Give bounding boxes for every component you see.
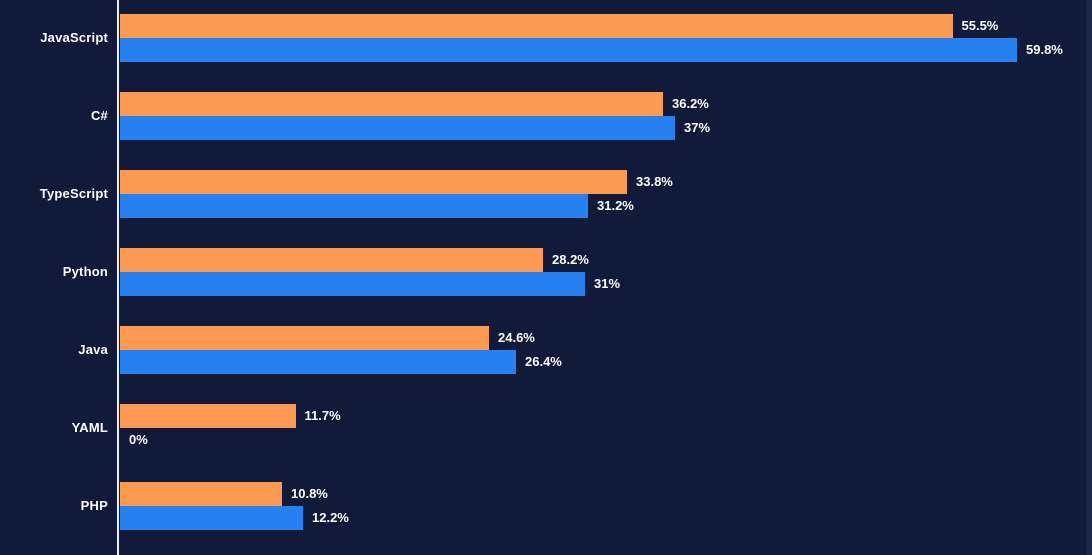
bar-series-2-java[interactable] (120, 350, 516, 374)
category-label: JavaScript (40, 30, 108, 45)
value-label: 26.4% (525, 354, 562, 369)
bar-series-1-typescript[interactable] (120, 170, 627, 194)
bar-series-2-typescript[interactable] (120, 194, 588, 218)
value-label: 31.2% (597, 198, 634, 213)
value-label: 0% (129, 432, 148, 447)
value-label: 36.2% (672, 96, 709, 111)
category-label: YAML (71, 420, 108, 435)
value-label: 12.2% (312, 510, 349, 525)
category-label: Java (78, 342, 108, 357)
bar-series-1-java[interactable] (120, 326, 489, 350)
category-label: TypeScript (39, 186, 108, 201)
value-label: 31% (594, 276, 621, 291)
y-axis-line (117, 0, 119, 555)
bar-series-1-php[interactable] (120, 482, 282, 506)
value-label: 33.8% (636, 174, 673, 189)
bar-series-1-python[interactable] (120, 248, 543, 272)
value-label: 59.8% (1026, 42, 1063, 57)
right-edge-strip (1086, 0, 1092, 555)
bar-series-2-python[interactable] (120, 272, 585, 296)
value-label: 11.7% (304, 408, 341, 423)
category-label: C# (90, 108, 108, 123)
bar-series-1-yaml[interactable] (120, 404, 296, 428)
value-label: 55.5% (961, 18, 999, 33)
value-label: 24.6% (498, 330, 535, 345)
bar-series-1-javascript[interactable] (120, 14, 953, 38)
bar-series-2-c[interactable] (120, 116, 675, 140)
bar-series-2-php[interactable] (120, 506, 303, 530)
value-label: 10.8% (291, 486, 328, 501)
bar-series-2-javascript[interactable] (120, 38, 1017, 62)
value-label: 28.2% (552, 252, 589, 267)
category-label: PHP (80, 498, 108, 513)
category-label: Python (62, 264, 108, 279)
bar-series-1-c[interactable] (120, 92, 663, 116)
value-label: 37% (684, 120, 711, 135)
